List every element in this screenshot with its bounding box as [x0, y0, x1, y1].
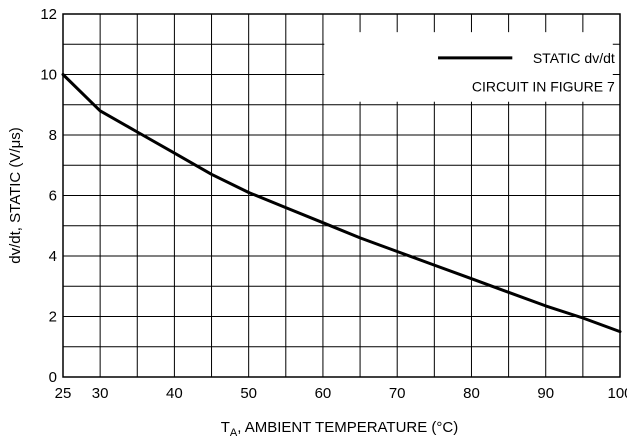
- y-tick-label: 8: [49, 127, 57, 144]
- x-tick-label: 80: [463, 385, 480, 402]
- y-tick-label: 10: [40, 67, 57, 84]
- series-line: [61, 73, 622, 334]
- x-tick-label: 60: [315, 385, 332, 402]
- y-tick-label: 12: [40, 6, 57, 23]
- x-tick-label: 30: [92, 385, 109, 402]
- x-axis-title-subscript: A: [230, 427, 238, 439]
- x-axis-title-rest: , AMBIENT TEMPERATURE (°C): [237, 419, 458, 436]
- y-tick-label: 4: [49, 248, 57, 265]
- legend-entry-label: STATIC dv/dt: [533, 50, 615, 66]
- legend: STATIC dv/dt CIRCUIT IN FIGURE 7: [324, 32, 615, 102]
- x-tick-label: 90: [537, 385, 554, 402]
- plot-frame: [62, 13, 621, 378]
- x-tick-label: 100: [607, 385, 627, 402]
- y-tick-label: 6: [49, 188, 57, 205]
- legend-background: [324, 32, 613, 102]
- y-tick-label: 0: [49, 369, 57, 386]
- x-tick-label: 50: [240, 385, 257, 402]
- x-axis-title: TA, AMBIENT TEMPERATURE (°C): [221, 419, 459, 439]
- x-tick-label: 25: [55, 385, 72, 402]
- series-layer: [61, 73, 622, 334]
- x-tick-label: 40: [166, 385, 183, 402]
- tick-labels: 25 30 40 50 60 70 80 90 100 0 2 4 6 8 10 12: [40, 6, 627, 402]
- x-tick-label: 70: [389, 385, 406, 402]
- y-tick-label: 2: [49, 309, 57, 326]
- x-axis-title-main: T: [221, 419, 230, 436]
- legend-note: CIRCUIT IN FIGURE 7: [472, 79, 615, 95]
- y-axis-title: dv/dt, STATIC (V/μs): [7, 127, 24, 263]
